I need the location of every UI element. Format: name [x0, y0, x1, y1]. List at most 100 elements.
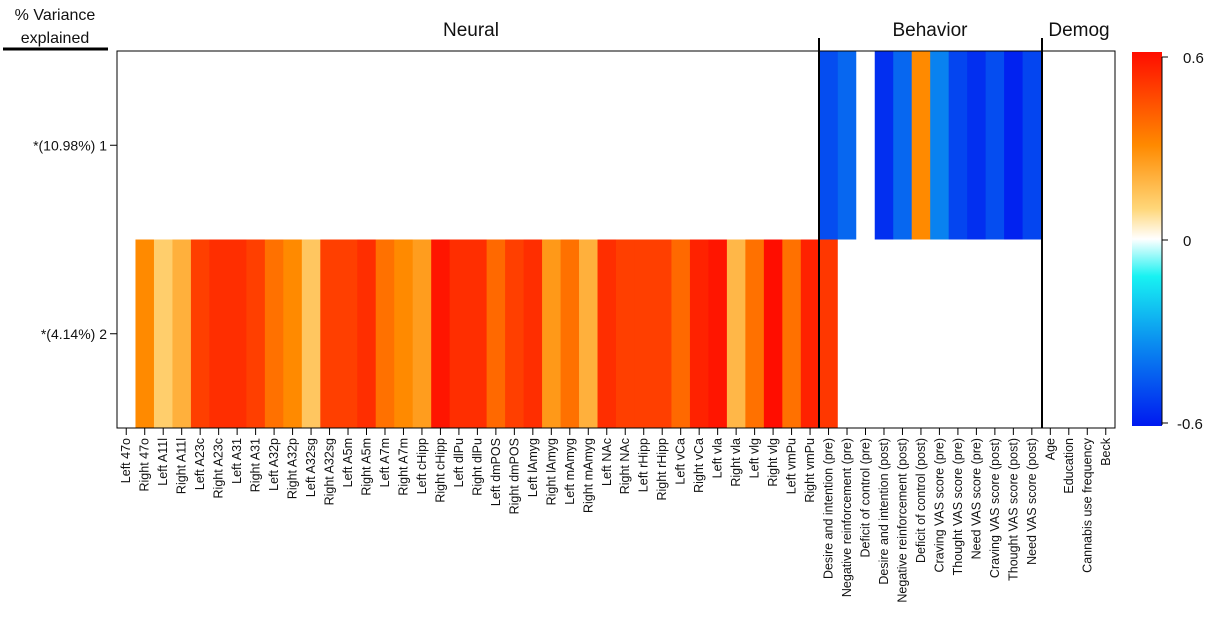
column-label: Left cHipp	[415, 438, 429, 494]
heatmap-cell	[652, 239, 672, 429]
heatmap-cell	[911, 51, 931, 240]
column-label: Left A5m	[341, 438, 355, 487]
row-labels: *(10.98%) 1 *(4.14%) 2	[33, 137, 117, 342]
heatmap-cell	[1041, 51, 1060, 240]
column-label: Right dmPOS	[507, 438, 521, 514]
heatmap-cell	[597, 239, 617, 429]
column-label: Left dlPu	[452, 438, 466, 487]
heatmap-cell	[1022, 239, 1042, 429]
heatmap-cell	[967, 239, 987, 429]
heatmap-cell	[209, 239, 229, 429]
column-label: Left mAmyg	[563, 438, 577, 505]
colorbar-tick-label-max: 0.6	[1183, 50, 1204, 67]
colorbar-tick-label-min: -0.6	[1177, 416, 1203, 433]
heatmap-cell	[930, 239, 950, 429]
heatmap-cell	[320, 51, 340, 240]
heatmap-cell	[172, 239, 192, 429]
heatmap-cell	[1059, 239, 1079, 429]
heatmap-cell	[782, 239, 802, 429]
heatmap-cell	[726, 239, 746, 429]
heatmap-cell	[597, 51, 617, 240]
column-label: Right NAc	[618, 438, 632, 494]
heatmap-cell	[856, 51, 876, 240]
heatmap-cell	[652, 51, 672, 240]
heatmap-cell	[172, 51, 192, 240]
heatmap-cell	[1022, 51, 1042, 240]
heatmap-cell	[542, 239, 561, 429]
heatmap-cell	[911, 239, 931, 429]
column-label: Cannabis use frequency	[1080, 437, 1094, 573]
corner-label-line2: explained	[21, 30, 90, 47]
heatmap-cell	[338, 239, 358, 429]
heatmap-cell	[985, 51, 1005, 240]
column-label: Right vCa	[692, 438, 706, 493]
group-label-neural: Neural	[443, 20, 499, 41]
heatmap-cell	[1059, 51, 1079, 240]
column-label: Need VAS score (post)	[1025, 438, 1039, 565]
column-label: Desire and intention (pre)	[822, 438, 836, 579]
heatmap-cell	[468, 51, 488, 240]
heatmap-cell	[153, 239, 173, 429]
heatmap-cell	[1115, 239, 1134, 429]
heatmap-cell	[560, 51, 580, 240]
column-label: Right vla	[729, 438, 743, 487]
column-label: Left vlg	[748, 438, 762, 478]
heatmap-cell	[948, 51, 968, 240]
column-labels: Left 47o Right 47o Left A11l Right A11l Left…	[119, 428, 1113, 603]
heatmap-cell	[412, 239, 432, 429]
heatmap-cell	[264, 239, 284, 429]
column-label: Left vmPu	[785, 438, 799, 494]
column-label: Deficit of control (post)	[914, 438, 928, 563]
column-label: Right dlPu	[470, 438, 484, 496]
heatmap-cell	[523, 239, 543, 429]
heatmap-cell	[357, 51, 377, 240]
heatmap-cell	[338, 51, 358, 240]
heatmap-cell	[671, 239, 691, 429]
heatmap-cell	[283, 239, 303, 429]
column-label: Right A11l	[175, 438, 189, 494]
column-label: Right A32sg	[323, 438, 337, 505]
heatmap-cell	[782, 51, 802, 240]
heatmap-cell	[930, 51, 950, 240]
row-label: *(4.14%) 2	[41, 326, 107, 342]
heatmap-cell	[985, 239, 1005, 429]
heatmap-cell	[523, 51, 543, 240]
column-label: Left A31	[230, 438, 244, 484]
row-label: *(10.98%) 1	[33, 137, 107, 153]
colorbar	[1132, 52, 1162, 426]
heatmap-cell	[874, 239, 894, 429]
heatmap-cell	[726, 51, 746, 240]
column-label: Right lAmyg	[544, 438, 558, 505]
column-label: Craving VAS score (post)	[988, 438, 1002, 578]
column-label: Left rHipp	[637, 438, 651, 492]
column-label: Age	[1043, 438, 1057, 460]
heatmap-cell	[1096, 239, 1116, 429]
heatmap-cell	[837, 51, 857, 240]
heatmap-cell	[948, 239, 968, 429]
heatmap-cell	[579, 51, 598, 240]
heatmap-cell	[1041, 239, 1060, 429]
column-label: Right A7m	[396, 438, 410, 496]
column-label: Left vCa	[674, 438, 688, 485]
heatmap-cell	[301, 239, 321, 429]
heatmap-cell	[486, 239, 506, 429]
heatmap-cell	[505, 51, 524, 240]
column-label: Right A31	[249, 438, 263, 492]
heatmap-cell	[320, 239, 340, 429]
column-label: Craving VAS score (pre)	[932, 438, 946, 573]
heatmap-cell	[837, 239, 857, 429]
heatmap-cell	[819, 51, 839, 240]
heatmap-cell	[468, 239, 488, 429]
heatmap-cell	[1096, 51, 1116, 240]
column-label: Right A5m	[360, 438, 374, 496]
heatmap-cell	[1078, 239, 1097, 429]
corner-label-line1: % Variance	[15, 7, 96, 24]
heatmap-cell	[1004, 239, 1023, 429]
plot-frame	[116, 50, 1116, 429]
column-label: Left vla	[711, 438, 725, 478]
colorbar-tick-label-zero: 0	[1183, 233, 1191, 250]
heatmap-cell	[190, 51, 210, 240]
heatmap-cell	[449, 239, 469, 429]
column-label: Right vlg	[766, 438, 780, 487]
